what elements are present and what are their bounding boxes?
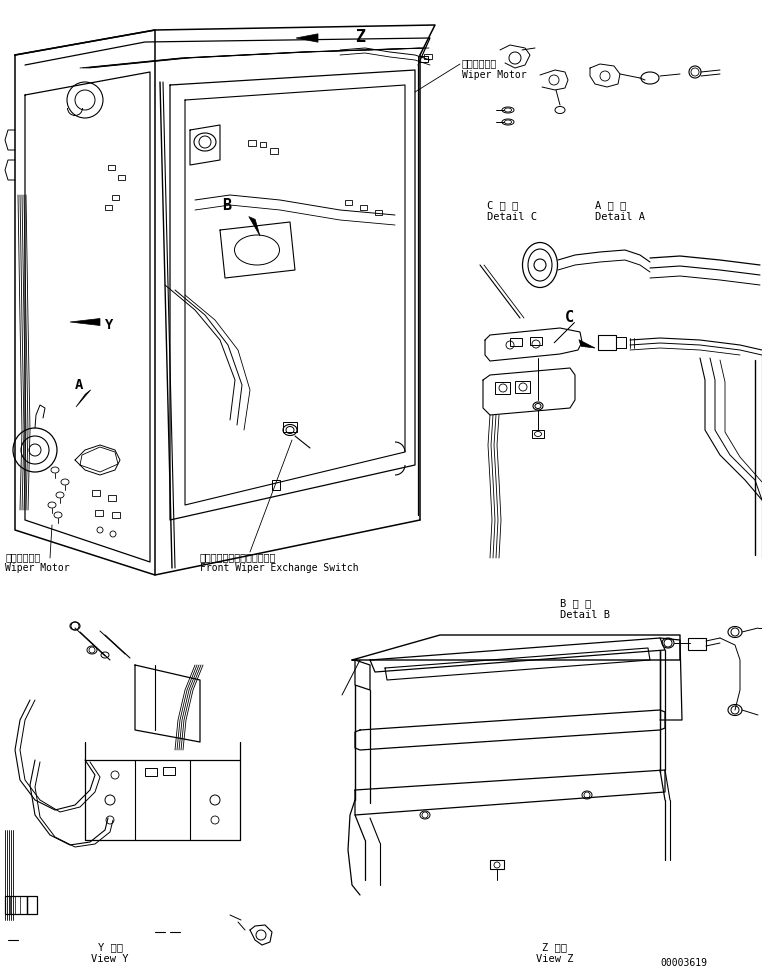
Text: Y 　視: Y 視 xyxy=(98,942,123,952)
Text: Wiper Motor: Wiper Motor xyxy=(5,563,69,573)
Text: View Z: View Z xyxy=(536,954,574,964)
Bar xyxy=(27,896,37,914)
Text: B 詳 細: B 詳 細 xyxy=(560,598,591,608)
Bar xyxy=(424,54,432,59)
Bar xyxy=(108,495,116,501)
Text: A: A xyxy=(75,378,83,392)
Polygon shape xyxy=(249,217,260,236)
Bar xyxy=(163,767,175,775)
Bar xyxy=(112,195,119,200)
Text: 00003619: 00003619 xyxy=(660,958,707,968)
Text: Front Wiper Exchange Switch: Front Wiper Exchange Switch xyxy=(200,563,359,573)
Text: C 詳 細: C 詳 細 xyxy=(487,200,518,210)
Text: Detail C: Detail C xyxy=(487,212,537,222)
Text: B: B xyxy=(222,198,231,213)
Text: Z: Z xyxy=(355,28,365,46)
Bar xyxy=(260,142,266,147)
Bar xyxy=(495,382,510,394)
Text: Z 　視: Z 視 xyxy=(543,942,568,952)
Bar xyxy=(92,490,100,496)
Bar xyxy=(248,140,256,146)
Bar xyxy=(108,165,115,170)
Bar xyxy=(530,337,542,345)
Text: Detail B: Detail B xyxy=(560,610,610,620)
Polygon shape xyxy=(579,340,595,348)
Bar xyxy=(510,338,522,346)
Bar xyxy=(345,200,352,205)
Text: Y: Y xyxy=(105,318,114,332)
Bar xyxy=(145,768,157,776)
Bar xyxy=(283,422,297,432)
Polygon shape xyxy=(296,34,318,43)
Polygon shape xyxy=(70,319,100,326)
Text: ワイパモータ: ワイパモータ xyxy=(5,552,40,562)
Bar xyxy=(360,205,367,210)
Bar xyxy=(270,148,278,154)
Bar xyxy=(95,510,103,516)
Text: ワイパモータ: ワイパモータ xyxy=(462,58,498,68)
Text: View Y: View Y xyxy=(91,954,129,964)
Bar xyxy=(616,337,626,348)
Bar xyxy=(118,175,125,180)
Bar xyxy=(105,205,112,210)
Text: フロントワイパ切換スイッチ: フロントワイパ切換スイッチ xyxy=(200,552,277,562)
Polygon shape xyxy=(554,323,575,343)
Bar xyxy=(532,430,544,438)
Bar xyxy=(272,480,280,490)
Text: Detail A: Detail A xyxy=(595,212,645,222)
Text: C: C xyxy=(565,310,574,325)
Bar xyxy=(688,638,706,650)
Text: Wiper Motor: Wiper Motor xyxy=(462,70,527,80)
Bar xyxy=(418,56,428,62)
Bar xyxy=(5,896,27,914)
Text: A 詳 細: A 詳 細 xyxy=(595,200,626,210)
Bar xyxy=(490,860,504,869)
Bar xyxy=(515,381,530,393)
Bar xyxy=(598,335,616,350)
Bar xyxy=(112,512,120,518)
Polygon shape xyxy=(76,390,91,407)
Bar xyxy=(375,210,382,215)
